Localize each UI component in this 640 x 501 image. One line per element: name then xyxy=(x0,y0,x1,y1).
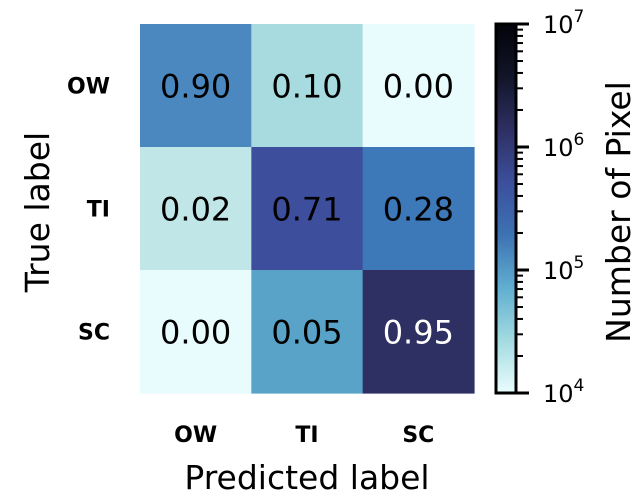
cell-value-label: 0.05 xyxy=(271,314,342,352)
heatmap-cell xyxy=(140,24,252,148)
heatmap-cell xyxy=(362,147,475,271)
cell-value-label: 0.02 xyxy=(160,191,231,229)
heatmap-cells xyxy=(140,24,475,394)
y-tick-label: SC xyxy=(78,321,110,346)
colorbar-tick-label: 106 xyxy=(543,130,584,162)
y-tick-label: TI xyxy=(87,198,110,223)
colorbar-tick-label: 105 xyxy=(543,253,584,285)
colorbar-tick-labels: 104 105 106 107 xyxy=(543,7,584,408)
heatmap-cell xyxy=(362,24,475,148)
cell-value-label: 0.00 xyxy=(383,68,454,106)
heatmap-cell xyxy=(140,147,252,271)
x-tick-labels: OW TI SC xyxy=(174,423,434,448)
heatmap-cell xyxy=(362,270,475,394)
y-axis-label: True label xyxy=(18,132,57,293)
cell-value-label: 0.90 xyxy=(160,68,231,106)
colorbar-minor-ticks xyxy=(516,28,523,357)
heatmap-cell xyxy=(251,270,364,394)
heatmap-cell xyxy=(251,24,364,148)
x-tick-label: OW xyxy=(174,423,217,448)
colorbar-frame xyxy=(494,22,518,395)
x-tick-label: SC xyxy=(402,423,434,448)
cell-value-label: 0.71 xyxy=(271,191,342,229)
colorbar-tick-label: 104 xyxy=(543,376,584,408)
colorbar: 104 105 106 107 Number of Pixel xyxy=(494,7,638,408)
x-axis-label: Predicted label xyxy=(184,458,429,497)
cell-value-label: 0.10 xyxy=(271,68,342,106)
heatmap-cell xyxy=(140,270,252,394)
cell-value-label: 0.00 xyxy=(160,314,231,352)
x-tick-label: TI xyxy=(295,423,318,448)
colorbar-label: Number of Pixel xyxy=(599,81,638,343)
cell-value-label: 0.28 xyxy=(383,191,454,229)
heatmap-value-labels: 0.90 0.10 0.00 0.02 0.71 0.28 0.00 0.05 0.95 xyxy=(160,68,454,352)
heatmap-cell xyxy=(251,147,364,271)
y-tick-labels: OW TI SC xyxy=(67,75,110,346)
y-tick-label: OW xyxy=(67,75,110,100)
cell-value-label: 0.95 xyxy=(383,314,454,352)
colorbar-major-ticks xyxy=(516,22,529,395)
colorbar-tick-label: 107 xyxy=(543,7,584,39)
colorbar-gradient xyxy=(496,24,516,393)
